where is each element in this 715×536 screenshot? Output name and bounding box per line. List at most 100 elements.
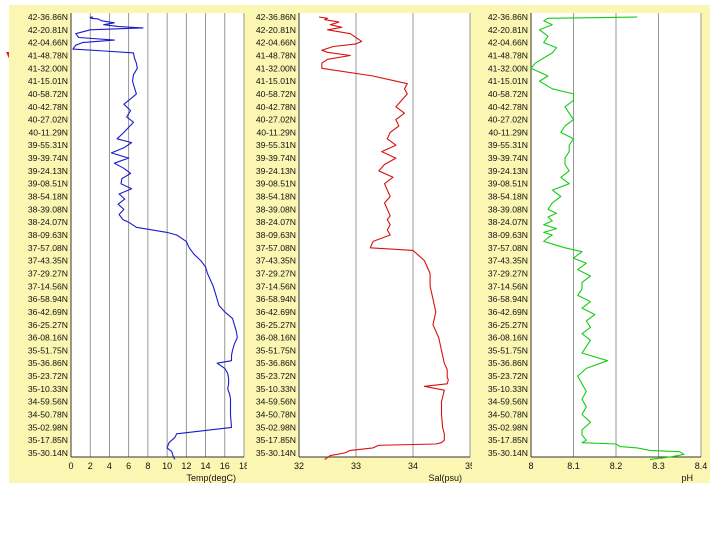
y-tick-label: 34-59.56N (488, 397, 528, 407)
y-tick-label: 38-39.08N (256, 204, 296, 214)
y-tick-label: 39-39.74N (28, 153, 68, 163)
y-tick-label: 38-09.63N (488, 230, 528, 240)
y-tick-label: 41-15.01N (488, 76, 528, 86)
y-tick-label: 42-04.66N (256, 38, 296, 48)
y-tick-label: 38-39.08N (28, 204, 68, 214)
x-tick-label: 8.4 (695, 461, 708, 471)
y-tick-label: 42-04.66N (28, 38, 68, 48)
y-tick-label: 41-32.00N (256, 63, 296, 73)
y-tick-label: 35-36.86N (28, 358, 68, 368)
y-tick-label: 39-55.31N (28, 140, 68, 150)
y-tick-label: 37-29.27N (488, 268, 528, 278)
x-tick-label: 8.2 (610, 461, 623, 471)
y-tick-label: 42-36.86N (256, 12, 296, 22)
x-axis-title: Temp(degC) (186, 473, 236, 483)
series-line (72, 16, 238, 460)
y-tick-label: 42-20.81N (28, 25, 68, 35)
x-tick-label: 8.1 (567, 461, 580, 471)
x-tick-label: 8.3 (652, 461, 665, 471)
chart-panel-2: 32 33 34 35 42-36.86N 42-20.81N 42-04.66N 41-48… (247, 5, 475, 483)
y-tick-label: 34-59.56N (28, 397, 68, 407)
y-tick-label: 40-11.29N (489, 127, 529, 137)
y-tick-label: 36-25.27N (28, 320, 68, 330)
y-tick-label: 37-14.56N (256, 281, 296, 291)
y-tick-label: 38-39.08N (488, 204, 528, 214)
y-tick-label: 40-11.29N (257, 127, 297, 137)
y-tick-label: 36-25.27N (488, 320, 528, 330)
y-tick-label: 35-51.75N (256, 345, 296, 355)
y-tick-label: 41-32.00N (488, 63, 528, 73)
y-tick-label: 35-23.72N (488, 371, 528, 381)
y-tick-label: 40-58.72N (488, 89, 528, 99)
x-tick-label: 34 (408, 461, 418, 471)
y-tick-label: 39-08.51N (488, 179, 528, 189)
x-tick-label: 4 (107, 461, 112, 471)
y-tick-label: 35-51.75N (488, 345, 528, 355)
y-tick-label: 38-54.18N (488, 192, 528, 202)
y-tick-label: 34-50.78N (256, 410, 296, 420)
y-tick-label: 40-58.72N (28, 89, 68, 99)
y-tick-label: 36-25.27N (256, 320, 296, 330)
chart-panel-3: 8 8.1 8.2 8.3 8.4 42-36.86N 42-20.81N 42-04.66N… (472, 5, 710, 483)
y-tick-label: 38-54.18N (256, 192, 296, 202)
x-axis-title: Sal(psu) (428, 473, 462, 483)
series-line (318, 16, 449, 460)
x-tick-label: 8 (528, 461, 533, 471)
x-tick-label: 32 (294, 461, 304, 471)
y-tick-label: 34-50.78N (28, 410, 68, 420)
y-tick-label: 36-42.69N (28, 307, 68, 317)
y-tick-label: 36-08.16N (256, 333, 296, 343)
y-tick-label: 37-14.56N (28, 281, 68, 291)
y-tick-label: 35-30.14N (488, 448, 528, 458)
y-tick-label: 35-51.75N (28, 345, 68, 355)
y-tick-label: 37-43.35N (256, 256, 296, 266)
y-tick-label: 39-08.51N (256, 179, 296, 189)
y-tick-label: 41-48.78N (488, 50, 528, 60)
y-tick-label: 35-36.86N (488, 358, 528, 368)
y-tick-label: 35-02.98N (488, 422, 528, 432)
y-tick-label: 39-24.13N (28, 166, 68, 176)
y-tick-label: 36-42.69N (488, 307, 528, 317)
y-tick-label: 37-57.08N (256, 243, 296, 253)
y-tick-label: 40-42.78N (28, 102, 68, 112)
plot-area (71, 13, 244, 457)
y-tick-label: 40-42.78N (256, 102, 296, 112)
y-tick-label: 42-20.81N (256, 25, 296, 35)
y-tick-label: 37-14.56N (488, 281, 528, 291)
y-tick-label: 40-27.02N (28, 115, 68, 125)
y-tick-label: 41-15.01N (256, 76, 296, 86)
y-tick-label: 38-09.63N (28, 230, 68, 240)
y-tick-label: 35-10.33N (256, 384, 296, 394)
y-tick-label: 35-30.14N (256, 448, 296, 458)
y-tick-label: 38-24.07N (488, 217, 528, 227)
y-tick-label: 40-42.78N (488, 102, 528, 112)
y-tick-label: 35-10.33N (28, 384, 68, 394)
y-tick-label: 39-55.31N (488, 140, 528, 150)
x-tick-label: 16 (220, 461, 230, 471)
plot-area (299, 13, 470, 457)
y-tick-label: 37-43.35N (488, 256, 528, 266)
y-tick-label: 35-17.85N (256, 435, 296, 445)
y-tick-label: 41-15.01N (28, 76, 68, 86)
y-tick-label: 35-17.85N (488, 435, 528, 445)
y-tick-label: 39-24.13N (488, 166, 528, 176)
y-tick-label: 35-02.98N (28, 422, 68, 432)
y-tick-label: 37-57.08N (28, 243, 68, 253)
y-tick-label: 40-27.02N (488, 115, 528, 125)
y-tick-label: 36-58.94N (28, 294, 68, 304)
y-tick-label: 37-29.27N (28, 268, 68, 278)
x-axis-title: pH (681, 473, 693, 483)
y-tick-label: 41-48.78N (256, 50, 296, 60)
x-tick-label: 8 (145, 461, 150, 471)
x-tick-label: 6 (126, 461, 131, 471)
y-tick-label: 40-11.29N (29, 127, 69, 137)
x-tick-label: 10 (162, 461, 172, 471)
y-tick-label: 42-36.86N (488, 12, 528, 22)
y-tick-label: 37-29.27N (256, 268, 296, 278)
y-tick-label: 41-32.00N (28, 63, 68, 73)
chart-panel-1: 0 2 4 6 8 10 12 14 16 18 42-36.86N 42-20.81N 42-04.6… (9, 5, 249, 483)
y-tick-label: 35-02.98N (256, 422, 296, 432)
y-tick-label: 36-58.94N (488, 294, 528, 304)
series-line (530, 16, 685, 460)
